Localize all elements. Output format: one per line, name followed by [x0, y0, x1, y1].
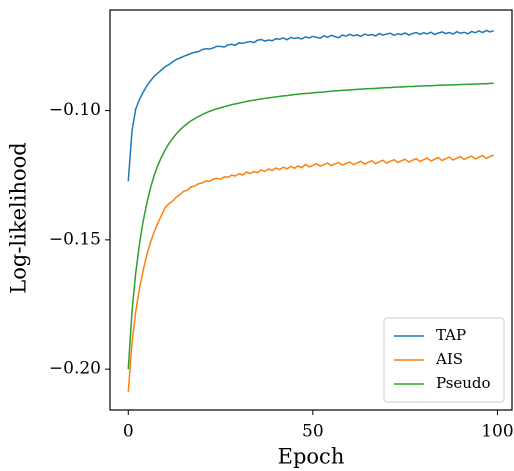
plot-frame: [109, 9, 513, 411]
legend-label: Pseudo: [436, 374, 491, 392]
series-line: [127, 154, 495, 392]
legend-box: [383, 317, 505, 403]
y-tick-label: −0.20: [49, 359, 101, 379]
legend-label: TAP: [436, 326, 466, 344]
y-axis-label: Log-likelihood: [7, 142, 31, 293]
y-tick-label: −0.15: [49, 229, 101, 249]
series-line: [127, 82, 494, 370]
x-tick-label: 100: [481, 422, 513, 442]
x-tick-label: 0: [123, 422, 134, 442]
x-axis-label: Epoch: [278, 445, 345, 469]
y-tick-label: −0.10: [49, 100, 101, 120]
x-tick-label: 50: [302, 422, 324, 442]
series-line: [127, 29, 494, 182]
legend-label: AIS: [435, 350, 463, 368]
